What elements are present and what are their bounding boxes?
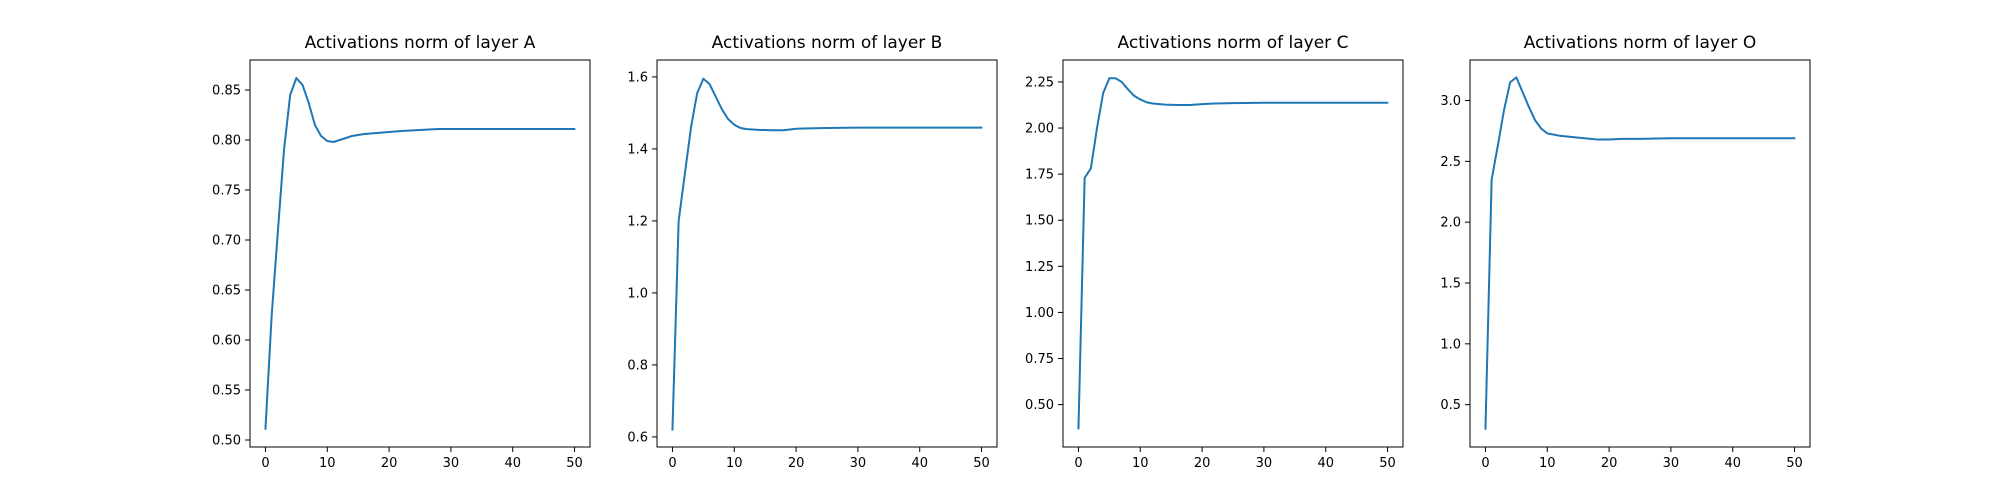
x-tick-label: 10 — [726, 456, 743, 471]
x-tick-label: 20 — [788, 456, 805, 471]
chart-panel-4: Activations norm of layer O 0 10 20 30 40 50 0.… — [1440, 33, 1811, 471]
y-tick-label: 3.0 — [1440, 94, 1461, 109]
x-tick-label: 50 — [1786, 456, 1803, 471]
x-tick-label: 40 — [504, 456, 521, 471]
y-tick-label: 0.55 — [212, 384, 241, 399]
series-line — [671, 77, 983, 431]
x-tick-label: 40 — [1724, 456, 1741, 471]
y-tick-label: 1.0 — [627, 286, 648, 301]
x-tick-label: 50 — [973, 456, 990, 471]
axes-frame — [656, 59, 998, 448]
y-tick-label: 1.4 — [627, 142, 648, 157]
chart-title: Activations norm of layer O — [1524, 33, 1756, 53]
axes-frame — [1062, 59, 1404, 448]
chart-title: Activations norm of layer C — [1118, 33, 1349, 53]
x-tick-label: 40 — [911, 456, 928, 471]
x-tick-label: 30 — [1256, 456, 1273, 471]
x-tick-label: 20 — [1194, 456, 1211, 471]
y-tick-label: 1.00 — [1025, 306, 1054, 321]
axes-frame — [1469, 59, 1811, 448]
x-tick-label: 0 — [261, 456, 269, 471]
x-tick-label: 20 — [1601, 456, 1618, 471]
x-tick-label: 30 — [1663, 456, 1680, 471]
y-tick-label: 0.8 — [627, 358, 648, 373]
y-tick-label: 1.50 — [1025, 214, 1054, 229]
chart-panel-1: Activations norm of layer A 0 10 20 30 40 50 0.… — [212, 33, 591, 471]
chart-panel-2: Activations norm of layer B 0 10 20 30 40 50 0.… — [627, 33, 998, 471]
x-tick-label: 50 — [1379, 456, 1396, 471]
y-tick-label: 2.00 — [1025, 122, 1054, 137]
y-tick-label: 0.50 — [212, 434, 241, 449]
y-tick-label: 0.50 — [1025, 398, 1054, 413]
chart-title: Activations norm of layer B — [712, 33, 943, 53]
y-tick-label: 1.75 — [1025, 168, 1054, 183]
y-tick-label: 0.75 — [1025, 352, 1054, 367]
x-tick-label: 10 — [1539, 456, 1556, 471]
chart-panel-3: Activations norm of layer C 0 10 20 30 40 50 0.… — [1025, 33, 1404, 471]
y-tick-label: 0.70 — [212, 234, 241, 249]
x-tick-label: 20 — [381, 456, 398, 471]
y-tick-label: 0.65 — [212, 284, 241, 299]
y-tick-label: 2.0 — [1440, 216, 1461, 231]
y-tick-label: 0.60 — [212, 334, 241, 349]
x-tick-label: 0 — [1481, 456, 1489, 471]
chart-title: Activations norm of layer A — [305, 33, 536, 53]
x-tick-label: 0 — [1074, 456, 1082, 471]
x-tick-label: 40 — [1317, 456, 1334, 471]
y-tick-label: 1.2 — [627, 214, 648, 229]
axes-frame — [249, 59, 591, 448]
y-tick-label: 0.75 — [212, 184, 241, 199]
x-tick-label: 10 — [1132, 456, 1149, 471]
x-tick-label: 0 — [668, 456, 676, 471]
x-tick-label: 50 — [566, 456, 583, 471]
y-tick-label: 1.5 — [1440, 277, 1461, 292]
x-tick-label: 30 — [443, 456, 460, 471]
series-line — [264, 77, 576, 430]
x-tick-label: 10 — [319, 456, 336, 471]
y-tick-label: 0.80 — [212, 134, 241, 149]
y-tick-label: 0.85 — [212, 84, 241, 99]
y-tick-label: 1.6 — [627, 70, 648, 85]
series-line — [1077, 77, 1389, 430]
y-tick-label: 0.5 — [1440, 398, 1461, 413]
x-tick-label: 30 — [850, 456, 867, 471]
y-tick-label: 2.25 — [1025, 75, 1054, 90]
y-tick-label: 0.6 — [627, 430, 648, 445]
series-line — [1484, 76, 1796, 430]
y-tick-label: 1.25 — [1025, 260, 1054, 275]
y-tick-label: 2.5 — [1440, 155, 1461, 170]
y-tick-label: 1.0 — [1440, 337, 1461, 352]
